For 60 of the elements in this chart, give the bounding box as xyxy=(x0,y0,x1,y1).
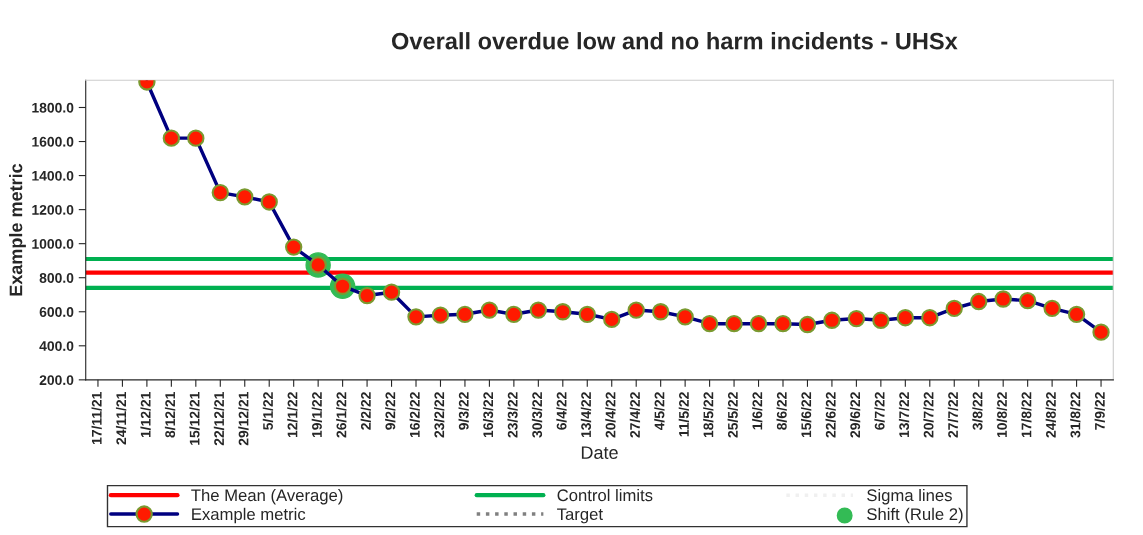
x-tick-label: 5/1/22 xyxy=(262,392,274,430)
x-tick-label: 6/7/22 xyxy=(874,392,885,430)
x-tick-label: 1/12/21 xyxy=(140,392,151,438)
x-tick-label: 4/5/22 xyxy=(654,392,665,431)
x-axis-title: Date xyxy=(581,446,618,459)
x-tick-label: 20/4/22 xyxy=(605,392,616,438)
x-tick-label: 26/1/22 xyxy=(336,392,347,438)
x-tick-label: 27/7/22 xyxy=(947,392,959,438)
x-tick-label: 24/11/21 xyxy=(115,392,127,445)
x-tick-label: 25/5/22 xyxy=(727,392,738,438)
x-tick-label: 7/9/22 xyxy=(1094,392,1105,430)
x-tick-label: 30/3/22 xyxy=(531,392,543,438)
x-tick-label: 20/7/22 xyxy=(923,392,934,438)
x-tick-label: 17/8/22 xyxy=(1021,392,1032,438)
y-axis-title: Example metric xyxy=(9,163,26,296)
y-tick-label: 1600.0 xyxy=(32,136,74,147)
x-tick-label: 22/6/22 xyxy=(825,392,836,438)
x-tick-label: 23/3/22 xyxy=(507,392,518,438)
y-tick-label: 200.0 xyxy=(39,375,74,386)
x-tick-label: 16/2/22 xyxy=(409,392,420,438)
y-tick-label: 1000.0 xyxy=(32,239,74,249)
x-tick-label: 3/8/22 xyxy=(972,392,983,430)
x-tick-label: 18/5/22 xyxy=(703,392,714,438)
legend-label: Example metric xyxy=(192,507,306,524)
x-tick-label: 24/8/22 xyxy=(1045,392,1056,438)
legend-label: Control limits xyxy=(557,488,653,502)
x-tick-label: 2/2/22 xyxy=(360,392,371,430)
legend-label: Shift (Rule 2) xyxy=(867,507,963,524)
x-tick-label: 13/7/22 xyxy=(898,392,910,438)
x-tick-label: 16/3/22 xyxy=(482,392,494,438)
y-tick-label: 600.0 xyxy=(39,307,74,317)
x-tick-label: 6/4/22 xyxy=(556,392,567,430)
y-tick-label: 1200.0 xyxy=(32,204,74,215)
legend-label: Target xyxy=(557,508,603,524)
x-tick-label: 19/1/22 xyxy=(311,392,323,438)
x-tick-label: 8/12/21 xyxy=(164,392,176,438)
x-tick-label: 11/5/22 xyxy=(678,392,689,437)
y-tick-label: 800.0 xyxy=(39,273,74,283)
chart-title: Overall overdue low and no harm incidents - UHSx xyxy=(391,32,958,50)
x-tick-label: 17/11/21 xyxy=(91,392,102,445)
x-tick-label: 29/6/22 xyxy=(849,392,861,438)
x-tick-label: 12/1/22 xyxy=(287,392,298,438)
x-tick-label: 1/6/22 xyxy=(752,392,763,430)
x-tick-label: 15/12/21 xyxy=(189,392,200,445)
x-tick-label: 29/12/21 xyxy=(238,392,249,446)
legend-label: Sigma lines xyxy=(867,488,952,505)
y-tick-label: 1400.0 xyxy=(32,170,74,181)
x-tick-label: 10/8/22 xyxy=(996,392,1008,438)
x-tick-label: 8/6/22 xyxy=(776,392,787,430)
y-tick-label: 400.0 xyxy=(39,341,74,351)
x-tick-label: 27/4/22 xyxy=(629,392,641,438)
y-tick-label: 1800.0 xyxy=(32,102,74,113)
x-tick-label: 22/12/21 xyxy=(213,392,225,446)
x-tick-label: 13/4/22 xyxy=(580,392,592,438)
x-tick-label: 9/3/22 xyxy=(458,392,469,430)
x-tick-label: 23/2/22 xyxy=(434,392,445,438)
x-tick-label: 9/2/22 xyxy=(385,392,396,430)
x-tick-label: 31/8/22 xyxy=(1070,392,1081,438)
x-tick-label: 15/6/22 xyxy=(800,392,812,438)
legend-label: The Mean (Average) xyxy=(191,488,343,505)
